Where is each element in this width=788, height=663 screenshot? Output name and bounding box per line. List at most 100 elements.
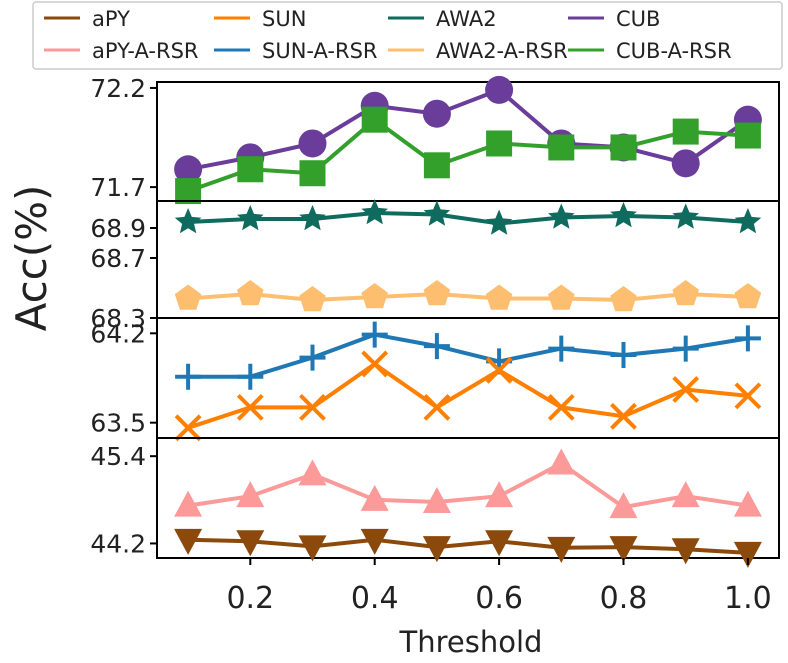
legend-label-apy: aPY — [92, 7, 130, 31]
point-apy-5 — [422, 536, 451, 563]
point-apy-7 — [547, 536, 576, 563]
point-sun-a-rsr-7 — [548, 335, 575, 362]
point-awa2-a-rsr-1 — [174, 284, 202, 310]
point-cub-a-rsr-9 — [672, 118, 699, 145]
legend-item-awa2: AWA2 — [388, 7, 497, 31]
series-awa2-a-rsr — [174, 280, 762, 312]
point-awa2-10 — [734, 208, 762, 234]
point-awa2-4 — [361, 199, 388, 225]
point-cub-9 — [671, 149, 700, 178]
point-cub-a-rsr-8 — [610, 134, 637, 161]
panel-1-ytick-label: 72.2 — [90, 74, 146, 103]
point-apy-a-rsr-10 — [733, 490, 762, 517]
point-awa2-a-rsr-5 — [423, 280, 451, 306]
series-apy-a-rsr — [174, 448, 762, 519]
point-sun-a-rsr-1 — [175, 363, 202, 390]
series-sun — [174, 350, 762, 442]
xtick-label: 0.8 — [600, 581, 648, 616]
point-cub-3 — [298, 129, 327, 158]
panel-3: 64.2 63.5 — [90, 317, 780, 442]
series-line-sun-a-rsr — [188, 332, 749, 379]
panel-4: 45.4 44.2 — [90, 437, 780, 568]
legend-label-sun: SUN — [262, 7, 306, 31]
panel-2-ytick-label: 68.3 — [90, 304, 146, 333]
legend-label-cub: CUB — [616, 7, 660, 31]
legend-item-sun: SUN — [214, 7, 306, 31]
series-line-sun — [187, 361, 749, 430]
series-line-awa2-a-rsr — [187, 291, 748, 303]
point-apy-10 — [733, 541, 762, 568]
point-sun-4 — [361, 350, 389, 378]
series-cub-a-rsr — [175, 106, 761, 205]
point-awa2-a-rsr-8 — [610, 286, 637, 312]
series-line-cub — [187, 87, 750, 172]
point-sun-7 — [547, 393, 575, 421]
point-apy-a-rsr-2 — [236, 481, 265, 508]
point-awa2-9 — [672, 203, 699, 229]
point-apy-6 — [485, 530, 514, 557]
legend: aPY SUN AWA2 CUB aPY-A-RSR SUN-A-RSR AWA2-A-RS… — [32, 1, 783, 70]
point-apy-8 — [609, 536, 638, 563]
series-line-apy-a-rsr — [187, 461, 749, 510]
point-sun-1 — [174, 414, 202, 442]
point-cub-a-rsr-6 — [486, 130, 513, 157]
point-apy-3 — [298, 535, 327, 562]
point-cub-1 — [174, 155, 203, 184]
point-apy-a-rsr-8 — [609, 492, 638, 519]
point-sun-2 — [236, 393, 264, 421]
legend-item-awa2-a-rsr: AWA2-A-RSR — [388, 39, 568, 63]
point-apy-a-rsr-9 — [671, 481, 700, 508]
point-apy-4 — [360, 528, 389, 555]
series-awa2 — [174, 199, 762, 235]
xtick-label: 1.0 — [724, 581, 772, 616]
point-sun-5 — [423, 393, 451, 421]
series-line-awa2 — [188, 210, 749, 226]
point-apy-a-rsr-7 — [547, 448, 576, 475]
legend-label-apy-a-rsr: aPY-A-RSR — [92, 39, 199, 63]
point-cub-5 — [422, 99, 451, 128]
point-awa2-a-rsr-9 — [672, 280, 699, 306]
panel-2-ytick-label: 68.9 — [90, 214, 146, 243]
panels: 72.2 71.7 68.968.7 68.364.2 63.5 45.4 44.2 — [90, 74, 780, 568]
panel-4-ytick-label: 45.4 — [90, 442, 146, 471]
point-sun-a-rsr-5 — [423, 333, 450, 360]
legend-label-awa2-a-rsr: AWA2-A-RSR — [436, 39, 568, 63]
legend-item-sun-a-rsr: SUN-A-RSR — [214, 39, 378, 63]
point-sun-a-rsr-10 — [734, 325, 761, 352]
point-cub-a-rsr-3 — [299, 160, 326, 187]
point-cub-a-rsr-7 — [548, 134, 575, 161]
point-awa2-a-rsr-2 — [237, 280, 264, 306]
legend-label-cub-a-rsr: CUB-A-RSR — [616, 39, 732, 63]
point-awa2-8 — [610, 202, 637, 228]
x-axis: 0.2 0.4 0.6 0.8 1.0 — [226, 558, 772, 616]
panel-3-ytick-label: 63.5 — [90, 409, 146, 438]
point-sun-a-rsr-3 — [299, 344, 326, 371]
legend-label-awa2: AWA2 — [436, 7, 497, 31]
x-axis-label: Threshold — [399, 625, 543, 659]
legend-item-cub: CUB — [568, 7, 660, 31]
point-sun-a-rsr-8 — [610, 342, 637, 369]
point-cub-6 — [485, 75, 514, 104]
point-apy-a-rsr-3 — [298, 459, 327, 486]
point-sun-9 — [672, 376, 700, 403]
point-awa2-2 — [237, 205, 264, 231]
legend-item-cub-a-rsr: CUB-A-RSR — [568, 39, 732, 63]
point-awa2-5 — [423, 200, 451, 226]
panel-2-ytick-label: 68.7 — [90, 244, 146, 273]
panel-1: 72.2 71.7 — [90, 74, 780, 205]
point-cub-a-rsr-10 — [734, 122, 761, 149]
point-awa2-a-rsr-7 — [548, 284, 575, 310]
point-awa2-6 — [485, 209, 513, 235]
point-sun-6 — [485, 356, 513, 384]
point-cub-a-rsr-4 — [361, 106, 388, 133]
panel-3-ytick-label: 64.2 — [90, 319, 146, 348]
point-cub-a-rsr-1 — [175, 178, 202, 205]
point-sun-10 — [734, 382, 762, 410]
panel-4-ytick-label: 44.2 — [90, 529, 146, 558]
point-sun-a-rsr-2 — [237, 363, 264, 390]
panel-1-ytick-label: 71.7 — [90, 173, 146, 202]
panel-4-frame — [156, 437, 780, 559]
point-apy-2 — [236, 530, 265, 557]
point-cub-a-rsr-2 — [237, 156, 264, 183]
